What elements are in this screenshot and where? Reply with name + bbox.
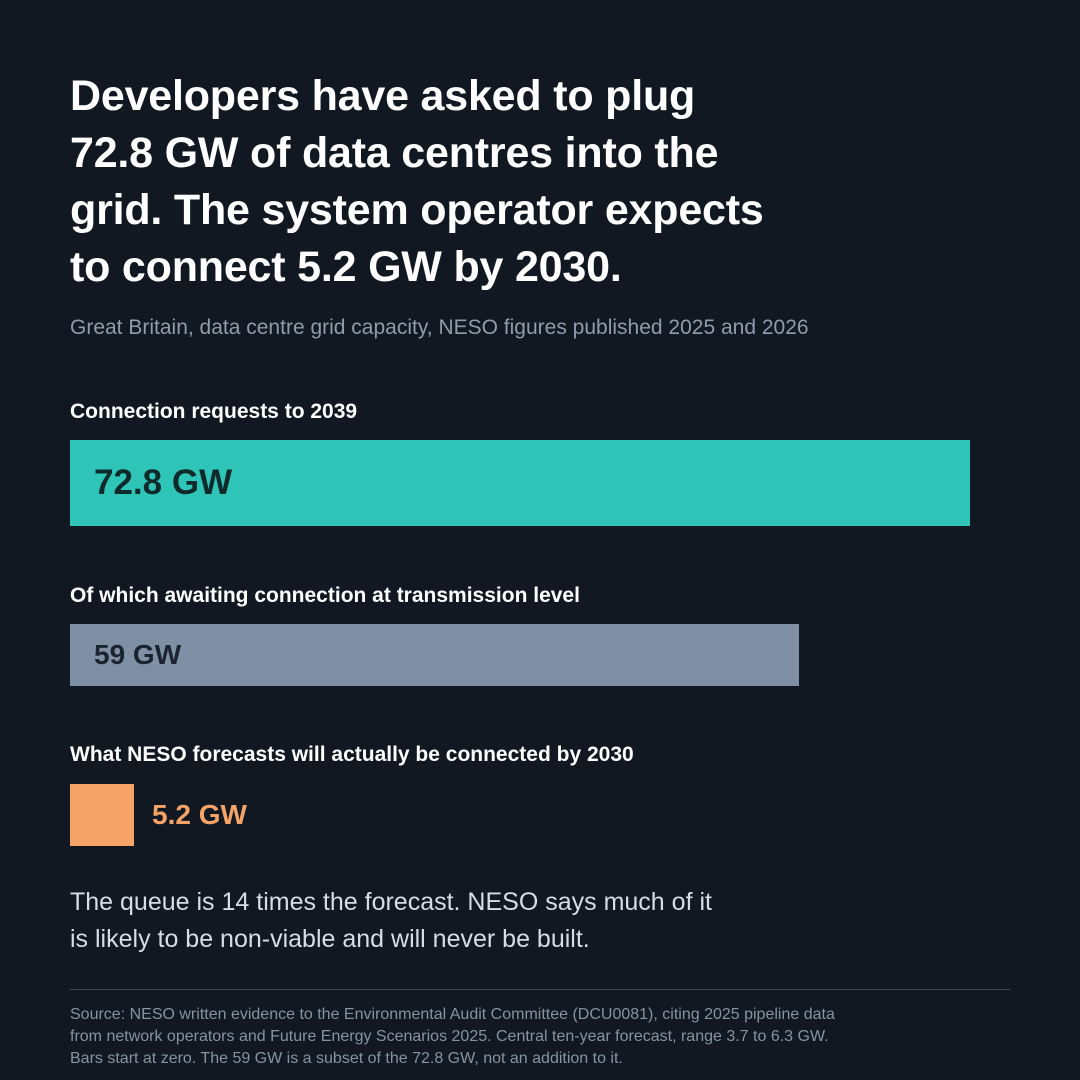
headline-line: 72.8 GW of data centres into the	[70, 129, 719, 177]
bar-label-requests: Connection requests to 2039	[70, 400, 358, 423]
bar-requests	[70, 440, 970, 526]
subtitle: Great Britain, data centre grid capacity…	[70, 316, 809, 339]
source-line: Bars start at zero. The 59 GW is a subse…	[70, 1050, 623, 1067]
bar-value-requests: 72.8 GW	[94, 463, 233, 502]
bar-value-awaiting: 59 GW	[94, 639, 182, 670]
divider	[70, 989, 1010, 990]
headline-line: grid. The system operator expects	[70, 186, 764, 234]
takeaway-line: is likely to be non-viable and will neve…	[70, 925, 590, 953]
bar-label-forecast: What NESO forecasts will actually be con…	[70, 743, 634, 766]
bar-value-forecast: 5.2 GW	[152, 799, 247, 830]
bar-forecast	[70, 784, 134, 846]
headline: Developers have asked to plug 72.8 GW of…	[70, 68, 930, 296]
takeaway-line: The queue is 14 times the forecast. NESO…	[70, 888, 712, 916]
bar-label-awaiting: Of which awaiting connection at transmis…	[70, 584, 580, 607]
source-line: Source: NESO written evidence to the Env…	[70, 1006, 835, 1023]
source-note: Source: NESO written evidence to the Env…	[70, 1004, 835, 1070]
takeaway-text: The queue is 14 times the forecast. NESO…	[70, 884, 712, 958]
source-line: from network operators and Future Energy…	[70, 1028, 829, 1045]
bar-awaiting	[70, 624, 799, 686]
headline-line: to connect 5.2 GW by 2030.	[70, 243, 622, 291]
headline-line: Developers have asked to plug	[70, 72, 696, 120]
